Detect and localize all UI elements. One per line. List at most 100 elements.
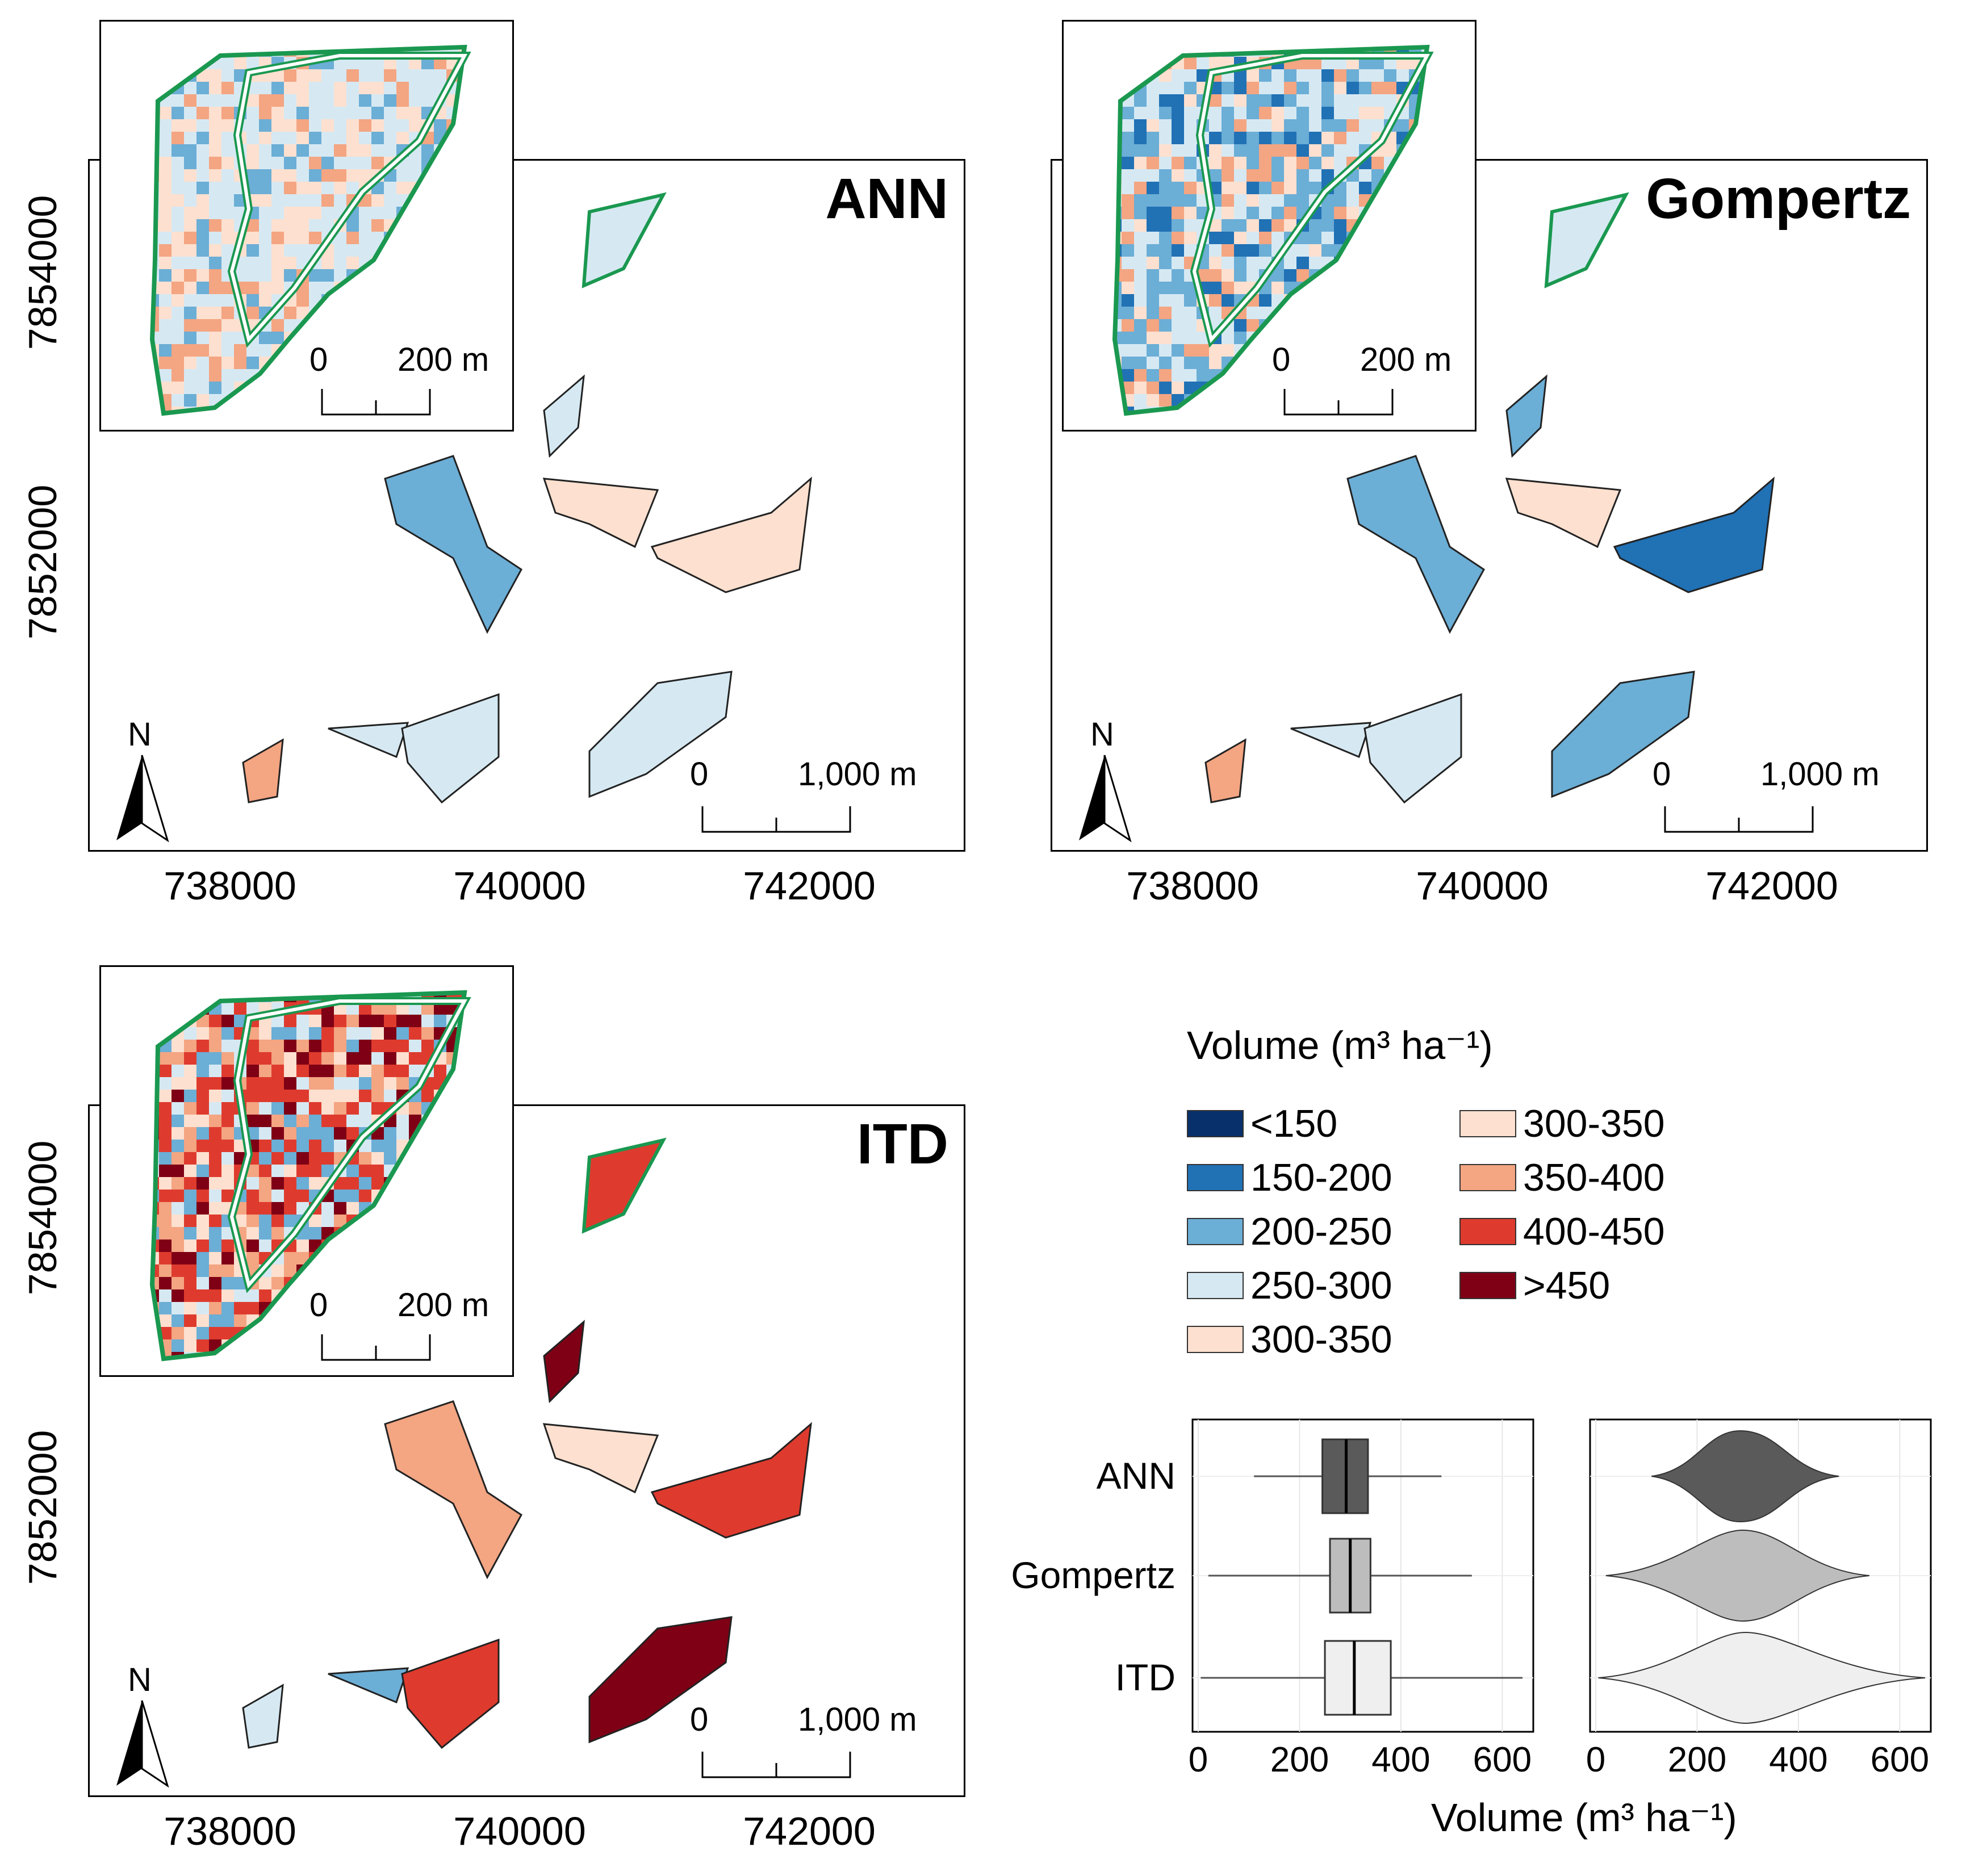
y-tick-label: 7854000	[20, 1140, 65, 1296]
stand-polygon	[1505, 374, 1547, 458]
stand-polygon	[1613, 476, 1775, 593]
legend-item: 150-200	[1187, 1155, 1392, 1200]
stand-polygon	[242, 1684, 284, 1749]
inset-scale-zero: 0	[309, 341, 328, 378]
stand-polygon	[1346, 455, 1485, 634]
legend-item: 350-400	[1459, 1155, 1665, 1200]
legend-swatch	[1187, 1218, 1244, 1245]
stand-polygon	[1204, 738, 1246, 803]
category-label: Gompertz	[1011, 1554, 1176, 1596]
x-tick-label: 742000	[743, 1809, 876, 1853]
stand-polygon	[543, 374, 585, 458]
north-label: N	[1090, 716, 1114, 753]
forest-stands	[242, 1137, 812, 1749]
map-scale-zero: 0	[690, 1701, 709, 1738]
stand-polygon	[401, 1638, 500, 1749]
stand-polygon	[1290, 722, 1372, 759]
stand-polygon	[1544, 192, 1629, 288]
north-arrow-icon	[1079, 755, 1132, 843]
inset-map	[99, 20, 514, 432]
inset-scale-distance: 200 m	[398, 1287, 490, 1324]
stand-polygon	[242, 738, 284, 803]
inset-stand	[1112, 44, 1434, 416]
legend-swatch	[1187, 1164, 1244, 1191]
stand-polygon	[543, 1320, 585, 1404]
forest-stands	[1204, 192, 1775, 804]
x-tick-label: 742000	[1705, 864, 1838, 908]
legend-swatch	[1187, 1110, 1244, 1137]
stand-polygon	[1551, 671, 1695, 798]
violin-svg: 0 200 400 600	[1586, 1418, 1932, 1779]
legend-swatch	[1459, 1164, 1516, 1191]
north-arrow-icon	[116, 1700, 169, 1788]
map-scale-distance: 1,000 m	[798, 756, 917, 793]
x-tick-label: 742000	[743, 864, 876, 908]
violin	[1651, 1430, 1839, 1523]
x-tick-label: 200	[1270, 1740, 1329, 1779]
map-scale-bar	[701, 1752, 851, 1778]
map-scale-bar	[1664, 806, 1814, 833]
stand-polygon	[650, 476, 812, 593]
legend-label: 400-450	[1523, 1210, 1665, 1253]
panel-title: ITD	[856, 1112, 948, 1176]
legend-item: 200-250	[1187, 1209, 1392, 1254]
x-tick-label: 200	[1668, 1740, 1726, 1779]
chart-xlabel: Volume (m³ ha⁻¹)	[1431, 1795, 1737, 1840]
x-tick-label: 400	[1769, 1740, 1827, 1779]
legend-label: 250-300	[1250, 1264, 1392, 1307]
stand-polygon	[1363, 693, 1462, 804]
x-tick-label: 600	[1473, 1740, 1532, 1779]
inset-stand	[149, 44, 471, 416]
inset-scale-distance: 200 m	[398, 341, 490, 378]
map-scale-zero: 0	[1653, 756, 1671, 793]
legend-label: 300-350	[1250, 1318, 1392, 1361]
legend-item: >450	[1459, 1263, 1610, 1308]
violin	[1598, 1631, 1926, 1724]
inset-scale-zero: 0	[1272, 341, 1291, 378]
stand-polygon	[1505, 478, 1622, 548]
category-label: ITD	[1115, 1656, 1176, 1698]
panel-title: Gompertz	[1646, 167, 1911, 231]
inset-scale-bar	[1283, 389, 1394, 416]
legend-item: 300-350	[1459, 1102, 1665, 1146]
stand-polygon	[542, 478, 659, 548]
stand-polygon	[542, 1423, 659, 1494]
stand-polygon	[401, 693, 500, 804]
legend-swatch	[1459, 1110, 1516, 1137]
map-scale-distance: 1,000 m	[1760, 756, 1880, 793]
north-arrow-icon	[116, 755, 169, 843]
x-tick-label: 740000	[1416, 864, 1549, 908]
map-frame	[88, 159, 965, 852]
stand-polygon	[384, 455, 522, 634]
x-tick-label: 740000	[453, 864, 586, 908]
stand-polygon	[582, 192, 667, 288]
boxplot-svg: 0 200 400 600 ANN Gompertz ITD	[1011, 1418, 1534, 1779]
map-scale-distance: 1,000 m	[798, 1701, 917, 1738]
x-tick-label: 738000	[164, 1809, 296, 1853]
legend-swatch	[1187, 1326, 1244, 1353]
legend-title: Volume (m³ ha⁻¹)	[1187, 1023, 1493, 1067]
stand-polygon	[588, 1616, 733, 1744]
y-tick-label: 7852000	[20, 1430, 65, 1585]
stand-polygon	[650, 1422, 812, 1539]
legend-label: 350-400	[1523, 1156, 1665, 1199]
legend-swatch	[1459, 1218, 1516, 1245]
legend-item: 250-300	[1187, 1263, 1392, 1308]
stand-polygon	[384, 1400, 522, 1580]
legend-label: 200-250	[1250, 1210, 1392, 1253]
stand-polygon	[328, 1667, 409, 1704]
legend-swatch	[1459, 1272, 1516, 1299]
stand-polygon	[328, 722, 409, 759]
x-tick-label: 0	[1586, 1740, 1605, 1779]
legend-label: >450	[1523, 1264, 1611, 1307]
y-tick-label: 7852000	[20, 484, 65, 640]
map-scale-bar	[701, 806, 851, 833]
x-tick-label: 738000	[164, 864, 296, 908]
legend-swatch	[1187, 1272, 1244, 1299]
x-tick-label: 400	[1371, 1740, 1430, 1779]
legend-label: 300-350	[1523, 1102, 1665, 1145]
inset-map	[1062, 20, 1476, 432]
inset-stand	[149, 990, 471, 1362]
x-tick-label: 740000	[453, 1809, 586, 1853]
north-label: N	[128, 716, 152, 753]
